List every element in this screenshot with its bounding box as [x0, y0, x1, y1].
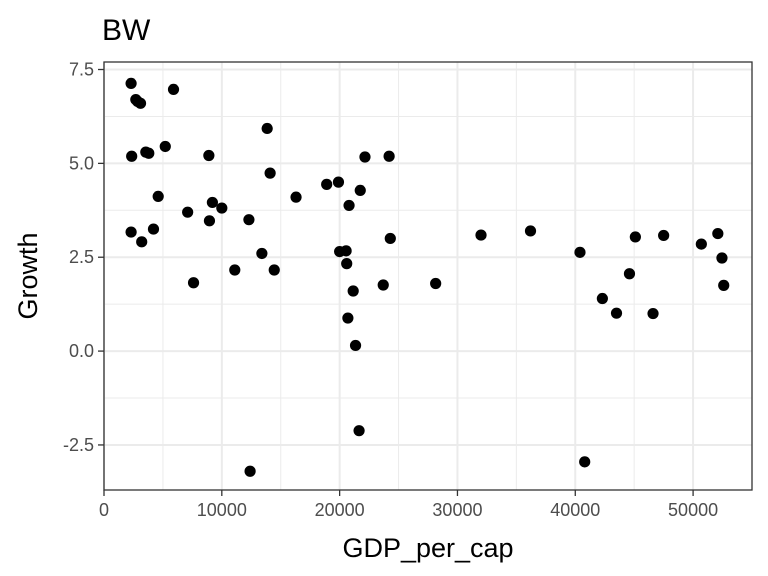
- data-point: [167, 83, 180, 96]
- data-point: [244, 465, 256, 477]
- data-point: [321, 178, 333, 190]
- data-point: [623, 268, 636, 280]
- data-point: [152, 190, 164, 203]
- data-point: [125, 77, 137, 89]
- data-point: [126, 150, 138, 162]
- data-points: [125, 77, 730, 477]
- data-point: [134, 97, 147, 109]
- data-point: [629, 231, 641, 243]
- data-point: [340, 245, 352, 257]
- y-tick-label: -2.5: [63, 435, 94, 455]
- data-point: [203, 149, 215, 162]
- y-tick-label: 2.5: [69, 247, 94, 267]
- x-tick-label: 10000: [197, 500, 247, 520]
- data-point: [243, 214, 255, 226]
- data-point: [579, 456, 591, 468]
- y-tick-label: 0.0: [69, 341, 94, 361]
- data-point: [695, 238, 707, 250]
- data-point: [182, 206, 194, 218]
- data-point: [475, 229, 487, 241]
- data-point: [136, 236, 148, 248]
- data-point: [290, 191, 302, 203]
- data-point: [383, 150, 395, 162]
- x-axis-title: GDP_per_cap: [342, 533, 513, 563]
- x-tick-label: 50000: [668, 500, 718, 520]
- data-point: [125, 226, 137, 238]
- panel-border: [103, 61, 753, 491]
- data-point: [342, 312, 354, 324]
- data-point: [718, 279, 730, 291]
- data-point: [143, 147, 155, 159]
- data-point: [159, 140, 171, 153]
- data-point: [574, 246, 586, 258]
- data-point: [268, 264, 280, 276]
- data-point: [658, 229, 670, 242]
- data-point: [206, 196, 218, 209]
- data-point: [147, 223, 160, 235]
- data-point: [347, 285, 359, 297]
- data-point: [256, 247, 268, 260]
- data-point: [349, 339, 362, 352]
- data-point: [187, 277, 200, 289]
- data-point: [430, 277, 442, 290]
- data-point: [343, 199, 355, 212]
- y-axis-title: Growth: [13, 232, 43, 319]
- data-point: [647, 307, 659, 320]
- data-point: [332, 176, 345, 188]
- x-tick-label: 0: [99, 500, 109, 520]
- data-point: [203, 215, 216, 227]
- data-point: [596, 292, 608, 305]
- chart-title: BW: [102, 14, 151, 47]
- data-point: [359, 151, 371, 163]
- data-point: [716, 252, 728, 264]
- data-point: [264, 167, 276, 179]
- data-point: [229, 264, 241, 276]
- data-point: [384, 232, 396, 245]
- y-tick-label: 5.0: [69, 153, 94, 173]
- data-point: [216, 202, 228, 214]
- y-tick-label: 7.5: [69, 60, 94, 80]
- x-tick-label: 40000: [550, 500, 600, 520]
- x-tick-label: 20000: [315, 500, 365, 520]
- data-point: [341, 258, 353, 270]
- data-point: [377, 279, 389, 291]
- data-point: [353, 425, 365, 437]
- x-tick-label: 30000: [432, 500, 482, 520]
- axes: 0 10000 20000 30000 40000 50000 -2.5 0.0 2.5 5.0 7…: [63, 60, 718, 520]
- data-point: [354, 184, 366, 196]
- data-point: [712, 227, 724, 240]
- data-point: [261, 122, 273, 135]
- data-point: [524, 225, 537, 237]
- data-point: [610, 307, 623, 319]
